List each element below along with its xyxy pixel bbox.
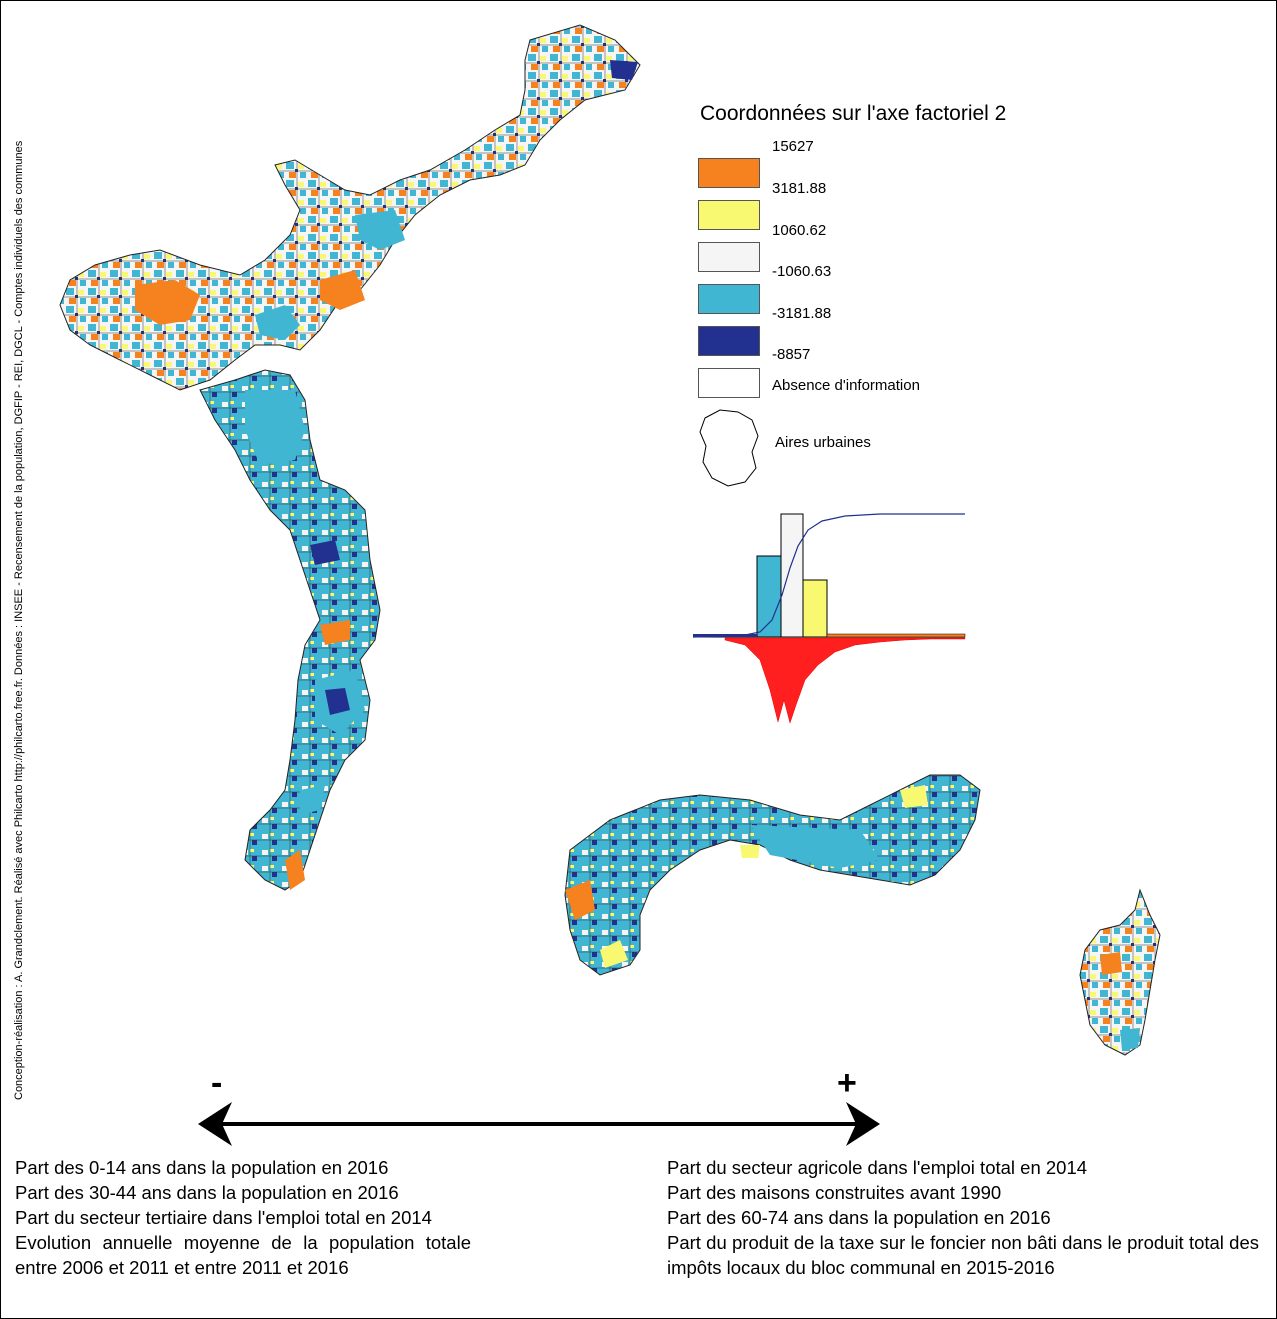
histogram-bar-yellow: [802, 579, 828, 638]
factor-axis-arrow: [198, 1102, 880, 1146]
negative-variable: Evolution annuelle moyenne de la populat…: [15, 1232, 471, 1278]
region-south-coast: [564, 774, 981, 976]
legend-break: -8857: [772, 346, 811, 363]
legend-swatch-yellow: [698, 200, 760, 230]
axis-plus-sign: +: [837, 1064, 857, 1102]
legend-break: 3181.88: [772, 180, 827, 197]
legend-break: -1060.63: [772, 263, 832, 280]
histogram-bar-darkblue: [693, 634, 757, 637]
urban-area-symbol: [699, 409, 759, 487]
distribution-histogram: [692, 513, 966, 724]
legend-break: 1060.62: [772, 222, 827, 239]
legend-swatch-darkblue: [698, 326, 760, 356]
region-north-coast: [59, 24, 641, 391]
positive-variable: Part des maisons construites avant 1990: [667, 1182, 1002, 1203]
positive-variable: Part des 60-74 ans dans la population en…: [667, 1207, 1051, 1228]
legend-no-data-label: Absence d'information: [772, 377, 920, 394]
negative-variable: Part des 0-14 ans dans la population en …: [15, 1157, 389, 1178]
legend-swatch-white: [698, 242, 760, 272]
negative-variables: Part des 0-14 ans dans la population en …: [15, 1155, 475, 1280]
positive-variables: Part du secteur agricole dans l'emploi t…: [667, 1155, 1262, 1280]
negative-variable: Part du secteur tertiaire dans l'emploi …: [15, 1207, 432, 1228]
region-corsica: [1079, 888, 1161, 1056]
legend-swatch-orange: [698, 158, 760, 188]
legend-title: Coordonnées sur l'axe factoriel 2: [700, 102, 1007, 125]
histogram-bar-white: [780, 513, 804, 638]
frequency-spikes: [724, 637, 966, 724]
legend-break: 15627: [772, 138, 814, 155]
legend-swatch-no-data: [698, 368, 760, 398]
cumulative-curve: [692, 513, 965, 638]
positive-variable: Part du produit de la taxe sur le foncie…: [667, 1232, 1259, 1278]
region-west-coast: [199, 369, 381, 891]
axis-minus-sign: -: [211, 1064, 223, 1102]
positive-variable: Part du secteur agricole dans l'emploi t…: [667, 1157, 1088, 1178]
histogram-bar-bluegreen: [756, 555, 782, 638]
legend-swatch-bluegreen: [698, 284, 760, 314]
negative-variable: Part des 30-44 ans dans la population en…: [15, 1182, 399, 1203]
legend-urban-label: Aires urbaines: [775, 434, 871, 451]
histogram-bar-orange: [826, 633, 966, 638]
legend-break: -3181.88: [772, 305, 832, 322]
